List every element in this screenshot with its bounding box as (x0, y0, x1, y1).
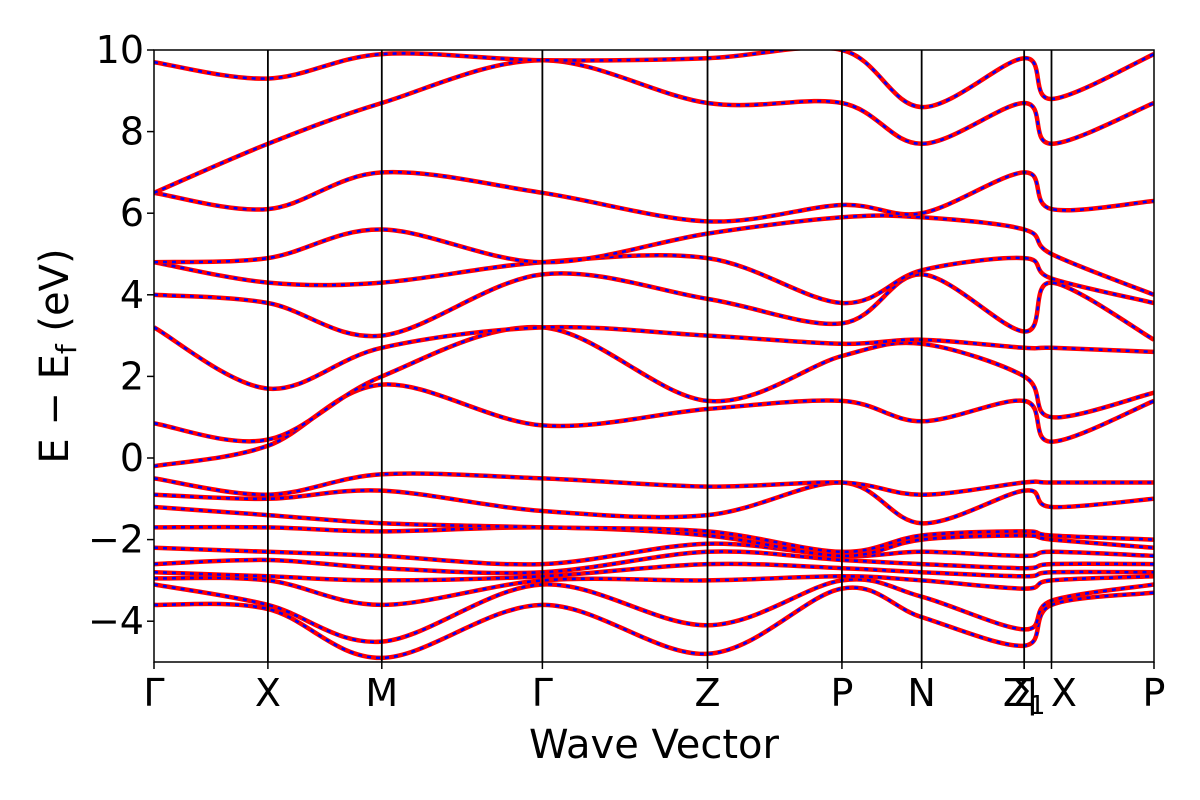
plot-frame (153, 49, 1155, 663)
y-axis-label: E − Ef (eV) (32, 248, 83, 463)
band-17-line (154, 169, 1154, 224)
y-axis-ticks: −4 −2 0 2 4 6 8 10 (88, 28, 154, 643)
y-tick-label: 4 (120, 273, 144, 317)
y-tick-label: 2 (120, 354, 144, 398)
x-tick-label: | X (1026, 671, 1077, 716)
kpoint-lines (266, 50, 1053, 662)
x-tick-label: Γ (532, 671, 553, 715)
x-tick-label: Z1 (1003, 671, 1046, 721)
band-2-dashed-overlay (154, 578, 1154, 644)
y-tick-label: 10 (96, 28, 144, 72)
x-tick-label: P (830, 671, 853, 715)
x-tick-label: P (1143, 671, 1166, 715)
y-tick-label: −2 (88, 518, 144, 562)
band-18-line (154, 57, 1154, 195)
band-5-dashed-overlay (154, 550, 1154, 575)
band-17-dashed-overlay (154, 170, 1154, 223)
band-19-line (154, 50, 1154, 110)
band-1-line (154, 585, 1154, 661)
y-axis-label-main: E − E (32, 354, 78, 464)
x-tick-label: M (365, 671, 398, 715)
band-19-dashed-overlay (154, 50, 1154, 109)
band-12-dashed-overlay (154, 325, 1154, 443)
x-tick-label: X (255, 671, 281, 715)
bands-layer (154, 50, 1154, 661)
x-tick-label: Z (695, 671, 721, 715)
band-1-dashed-overlay (154, 586, 1154, 660)
band-3-dashed-overlay (154, 575, 1154, 607)
band-10-dashed-overlay (154, 472, 1154, 496)
x-axis-ticks: Γ X M Γ Z P N ΣZ1| X P (143, 662, 1165, 721)
x-tick-label: Γ (143, 671, 164, 715)
x-tick-label: N (907, 671, 935, 715)
band-14-dashed-overlay (154, 272, 1154, 341)
y-tick-label: −4 (88, 599, 144, 643)
y-tick-label: 6 (120, 191, 144, 235)
band-15-line (154, 252, 1154, 306)
x-axis-label: Wave Vector (529, 722, 780, 768)
y-tick-label: 0 (120, 436, 144, 480)
band-8-dashed-overlay (154, 505, 1154, 554)
x-tick-label: Σ (1012, 671, 1036, 715)
y-tick-label: 8 (120, 110, 144, 154)
band-4-dashed-overlay (154, 562, 1154, 582)
y-axis-label-subscript: f (50, 343, 83, 354)
y-axis-label-unit: (eV) (32, 248, 78, 344)
band-15-dashed-overlay (154, 253, 1154, 305)
band-16-dashed-overlay (154, 214, 1154, 296)
band-18-dashed-overlay (154, 58, 1154, 194)
band-9-dashed-overlay (154, 481, 1154, 525)
band-13-dashed-overlay (154, 325, 1154, 390)
band-6-dashed-overlay (154, 542, 1154, 566)
band-7-dashed-overlay (154, 525, 1154, 558)
